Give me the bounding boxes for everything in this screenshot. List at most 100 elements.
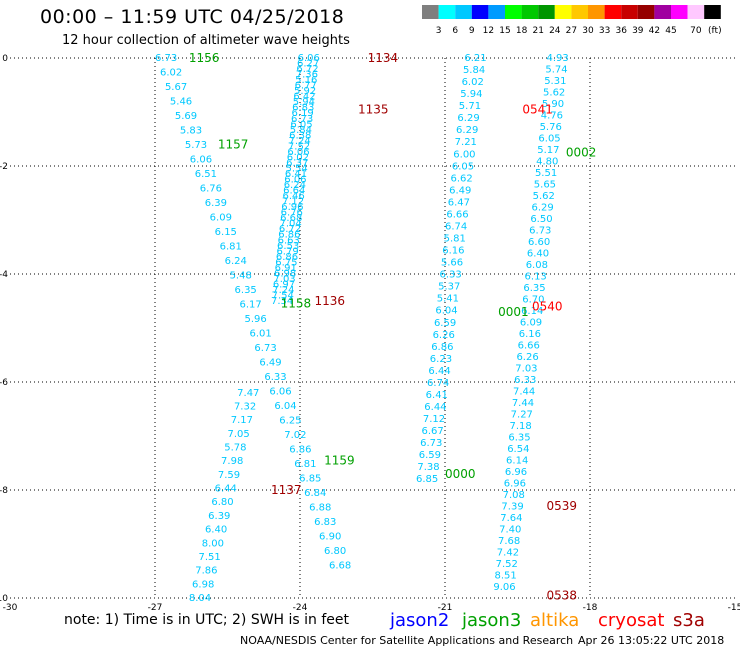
track-1156-swh-value: 5.83 [180,126,202,137]
track-0000-swh-value: 6.59 [434,318,456,329]
track-1156-swh-value: 5.73 [185,140,207,151]
track-0000-swh-value: 6.21 [464,53,486,64]
track-1134-swh-value: 6.76 [281,208,303,219]
track-1134-swh-value: 7.36 [296,70,318,81]
track-0541-swh-value: 7.44 [513,387,535,398]
track-1134-swh-value: 6.79 [276,246,298,257]
track-0541-swh-value: 6.60 [528,237,550,248]
legend-altika: altika [530,610,580,631]
color-swatch [604,5,622,19]
pass-time-label: 1135 [358,102,389,116]
track-0000-swh-value: 6.59 [419,450,441,461]
track-1156-swh-value: 6.85 [299,474,321,485]
track-1134-swh-value: 7.54 [272,290,294,301]
track-1156-swh-value: 6.24 [225,256,247,267]
color-scale-label: 30 [582,26,594,36]
track-0541-swh-value: 6.96 [504,479,526,490]
track-1134-swh-value: 6.72 [296,64,318,75]
track-0541-swh-value: 5.62 [543,88,565,99]
track-0541-swh-value: 6.35 [508,433,530,444]
track-1134-swh-value: 6.06 [298,53,320,64]
track-1134-swh-value: 6.75 [275,257,297,268]
track-0000-swh-value: 6.41 [426,390,448,401]
track-1134-swh-value: 6.06 [287,147,309,158]
track-0541-swh-value: 5.76 [540,122,562,133]
color-swatch [637,5,655,19]
track-1137-swh-value: 7.51 [199,552,221,563]
longitude-tick-label: -27 [148,603,163,613]
track-0000-swh-value: 6.00 [453,149,475,160]
track-0000-swh-value: 6.66 [446,209,468,220]
track-1134-swh-value: 6.02 [287,152,309,163]
track-0541-swh-value: 5.51 [535,168,557,179]
color-scale-label: 70 [690,26,702,36]
track-1134-swh-value: 6.96 [281,202,303,213]
color-swatch [554,5,572,19]
latitude-tick-label: -6 [0,378,8,388]
color-scale-label: 15 [499,26,510,36]
track-0541-swh-value: 6.13 [525,272,547,283]
track-0000-swh-value: 6.74 [445,221,467,232]
track-1137-swh-value: 6.39 [208,511,230,522]
pass-time-label: 1158 [281,297,312,311]
track-1156-swh-value: 6.51 [195,169,217,180]
color-swatch [438,5,456,19]
track-0000-swh-value: 6.62 [451,173,473,184]
track-1156-swh-value: 6.68 [329,561,351,572]
track-1134-swh-value: 6.41 [285,169,307,180]
track-1134-swh-value: 7.12 [282,197,304,208]
track-1137-swh-value: 7.86 [195,566,217,577]
color-scale-label: 36 [615,26,627,36]
track-0541-swh-value: 6.40 [527,249,549,260]
color-scale-label: 45 [665,26,676,36]
track-0541-swh-value: 5.62 [533,191,555,202]
color-scale-label: 24 [549,26,561,36]
track-0541-swh-value: 9.06 [493,582,515,593]
track-1134-swh-value: 7.03 [273,274,295,285]
legend-cryosat: cryosat [598,610,665,631]
track-1137-swh-value: 6.44 [215,484,237,495]
track-0541-swh-value: 6.26 [516,352,538,363]
track-1137-swh-value: 7.32 [234,401,256,412]
track-1156-swh-value: 5.69 [175,111,197,122]
track-1134-swh-value: 6.72 [279,224,301,235]
track-1134-swh-value: 6.63 [278,235,300,246]
track-0000-swh-value: 7.38 [417,462,439,473]
track-1156-swh-value: 6.39 [205,198,227,209]
track-0541-swh-value: 7.44 [512,398,534,409]
longitude-tick-label: -18 [583,603,598,613]
track-0000-swh-value: 6.16 [442,246,464,257]
track-1137-swh-value: 5.78 [224,443,246,454]
track-0000-swh-value: 6.29 [456,125,478,136]
latitude-tick-label: -2 [0,162,8,172]
pass-time-label: 1159 [324,453,355,467]
track-0000-swh-value: 5.71 [459,101,481,112]
track-1137-swh-value: 7.05 [228,429,250,440]
track-0000-swh-value: 6.04 [435,306,457,317]
track-0000-swh-value: 6.33 [439,270,461,281]
track-1156-swh-value: 6.01 [249,329,271,340]
track-0541-swh-value: 6.14 [521,306,543,317]
track-0541-swh-value: 6.70 [522,295,544,306]
color-swatch [455,5,472,19]
track-1134-swh-value: 6.86 [276,252,298,263]
track-1156-swh-value: 6.73 [254,343,276,354]
track-1134-swh-value: 6.83 [292,103,314,114]
credit-line: NOAA/NESDIS Center for Satellite Applica… [240,634,574,647]
track-1134-swh-value: 7.52 [288,141,310,152]
color-scale-label: 33 [599,26,610,36]
track-1137-swh-value: 8.00 [202,538,224,549]
track-1134-swh-value: 6.27 [297,59,319,70]
track-0541-swh-value: 7.03 [515,364,537,375]
track-1156-swh-value: 6.06 [190,155,212,166]
color-swatch [588,5,605,19]
longitude-tick-label: -21 [438,603,453,613]
track-1137-swh-value: 6.40 [205,525,227,536]
track-0541-swh-value: 6.08 [526,260,548,271]
track-1156-swh-value: 6.06 [269,387,291,398]
longitude-tick-label: -24 [293,603,308,613]
track-0541-swh-value: 6.33 [514,375,536,386]
track-1137-swh-value: 7.98 [221,456,243,467]
track-1156-swh-value: 6.17 [240,300,262,311]
track-0000-swh-value: 7.21 [455,137,477,148]
